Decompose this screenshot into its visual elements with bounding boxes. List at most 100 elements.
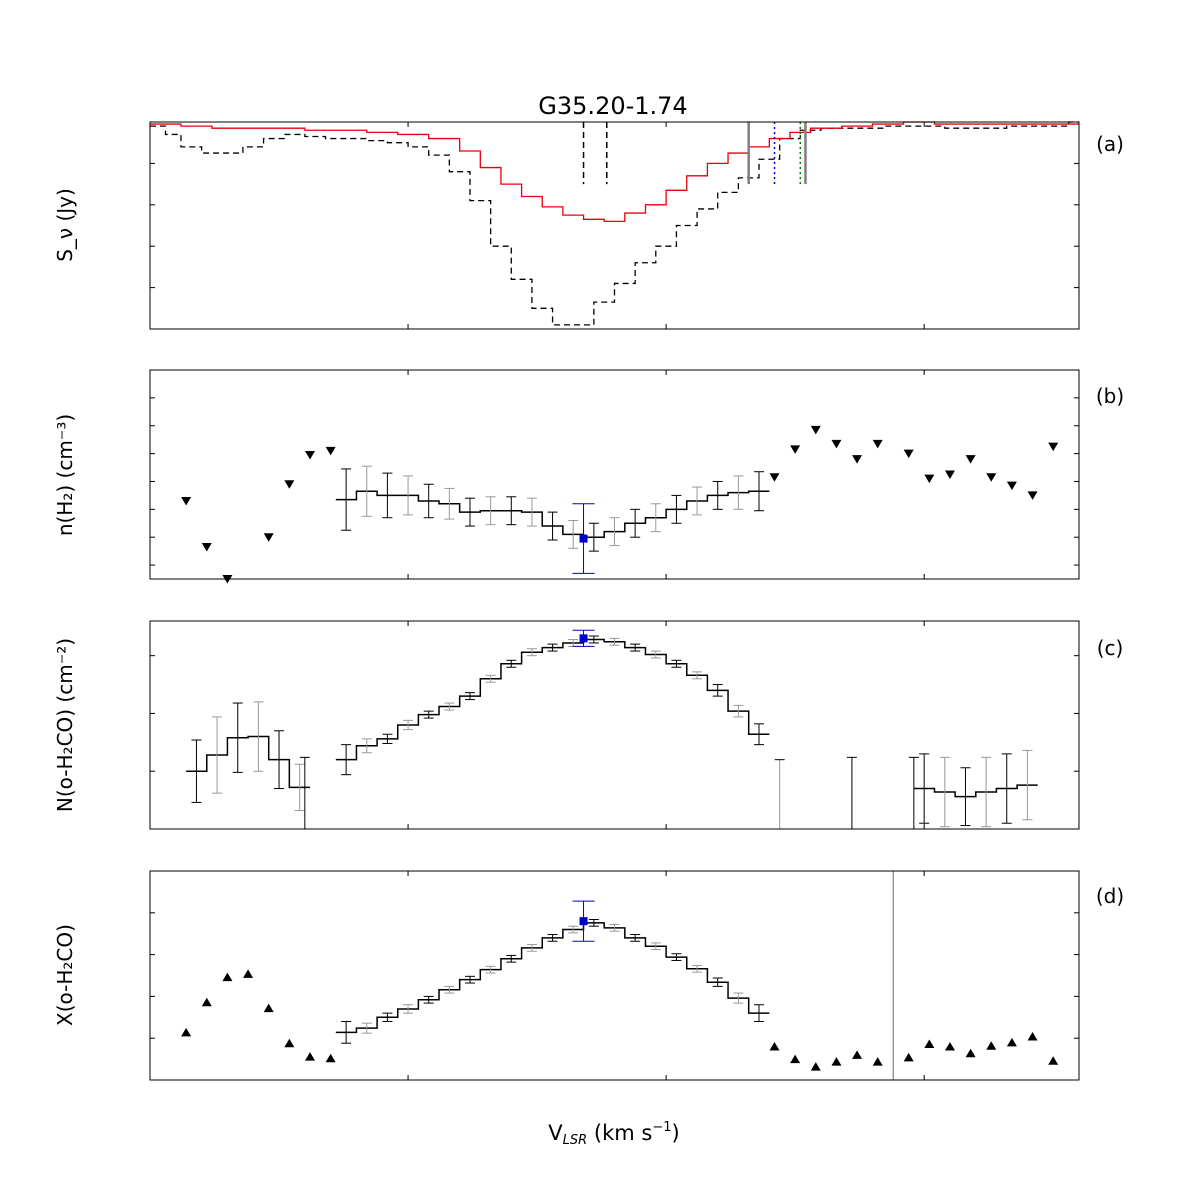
errorbar — [547, 934, 558, 942]
panel-a-plot — [150, 121, 1079, 326]
errorbar — [464, 975, 475, 984]
errorbar — [464, 497, 475, 527]
errorbar — [733, 475, 744, 510]
errorbar — [361, 738, 372, 754]
errorbar — [692, 671, 703, 680]
lower-limit-marker — [965, 1048, 976, 1058]
panel-c-label: (c) — [1097, 636, 1124, 660]
panel-b-frame — [149, 369, 1080, 580]
upper-limit-marker — [872, 439, 883, 449]
upper-limit-marker — [1048, 442, 1059, 452]
panel-a-frame — [149, 121, 1080, 330]
panel-d-ylabel: X(o-H₂CO) — [53, 924, 77, 1026]
errorbar — [403, 719, 414, 731]
panel-b-label: (b) — [1096, 384, 1124, 408]
errorbar — [630, 508, 641, 538]
lower-limit-marker — [284, 1038, 295, 1048]
errorbar — [485, 965, 496, 974]
errorbar — [650, 650, 661, 659]
lower-limit-marker — [831, 1057, 842, 1066]
errorbar — [630, 934, 641, 942]
lower-limit-marker — [325, 1053, 336, 1063]
errorbar — [919, 753, 930, 824]
errorbar — [692, 486, 703, 516]
lower-limit-marker — [852, 1050, 863, 1059]
upper-limit-marker — [181, 496, 192, 506]
upper-limit-marker — [284, 480, 295, 489]
lower-limit-marker — [1048, 1056, 1059, 1065]
errorbar — [294, 763, 305, 812]
lower-limit-marker — [944, 1042, 955, 1051]
upper-limit-marker — [304, 450, 315, 460]
errorbar — [712, 480, 723, 510]
errorbar — [423, 483, 434, 519]
errorbar — [733, 992, 744, 1004]
errorbar — [341, 1020, 352, 1044]
errorbar — [341, 744, 352, 776]
errorbar — [341, 468, 352, 531]
errorbar — [274, 730, 285, 790]
upper-limit-marker — [769, 473, 780, 482]
lower-limit-marker — [181, 1027, 192, 1037]
errorbar — [939, 756, 950, 828]
panel-c-frame — [149, 620, 1080, 830]
errorbar — [403, 475, 414, 516]
errorbar — [444, 487, 455, 520]
errorbar — [630, 643, 641, 652]
errorbar — [506, 496, 517, 526]
upper-limit-marker — [965, 455, 976, 464]
lower-limit-marker — [243, 969, 254, 978]
errorbar — [568, 519, 579, 549]
panel-d-plot — [181, 871, 1059, 1080]
errorbar — [361, 465, 372, 517]
lower-limit-marker — [222, 972, 233, 982]
highlight-marker — [579, 634, 588, 643]
errorbar — [423, 710, 434, 719]
errorbar — [382, 472, 393, 519]
errorbar — [609, 924, 620, 932]
panel-d-label: (d) — [1096, 884, 1124, 908]
upper-limit-marker — [325, 446, 336, 456]
errorbar — [692, 964, 703, 973]
errorbar — [650, 942, 661, 951]
panel-b-plot — [181, 425, 1059, 584]
x-axis-label: VLSR (km s−1) — [548, 1120, 679, 1148]
errorbar — [754, 471, 765, 512]
red-spectrum-line — [150, 121, 1079, 223]
panel-d: (d) X(o-H₂CO) — [53, 870, 1124, 1081]
upper-limit-marker — [201, 542, 212, 552]
upper-limit-marker — [1006, 481, 1017, 491]
errorbar — [403, 1004, 414, 1014]
errorbar — [588, 522, 599, 552]
errorbar — [588, 635, 599, 644]
chart-title: G35.20-1.74 — [538, 92, 687, 120]
lower-limit-marker — [924, 1039, 935, 1049]
errorbar — [547, 511, 558, 541]
lower-limit-marker — [201, 997, 212, 1007]
upper-limit-marker — [790, 445, 801, 454]
lower-limit-marker — [769, 1042, 780, 1051]
errorbar — [754, 1004, 765, 1022]
panel-b-ylabel: n(H₂) (cm⁻³) — [53, 414, 77, 536]
panel-a-label: (a) — [1096, 132, 1124, 156]
lower-limit-marker — [304, 1052, 315, 1061]
lower-limit-marker — [903, 1052, 914, 1062]
errorbar — [981, 756, 992, 828]
panel-a-ticks — [149, 121, 1079, 330]
upper-limit-marker — [944, 470, 955, 479]
panel-c-ylabel: N(o-H₂CO) (cm⁻²) — [53, 638, 77, 812]
errorbar — [382, 733, 393, 744]
highlight-marker — [579, 534, 588, 543]
errorbar — [650, 503, 661, 533]
errorbar — [733, 704, 744, 718]
upper-limit-marker — [903, 449, 914, 459]
errorbar — [444, 702, 455, 711]
errorbar — [526, 648, 537, 657]
errorbar — [671, 659, 682, 668]
highlight-marker — [579, 917, 588, 926]
panel-c: (c) N(o-H₂CO) (cm⁻²) — [53, 620, 1124, 830]
errorbar — [253, 701, 264, 772]
errorbar — [464, 692, 475, 701]
